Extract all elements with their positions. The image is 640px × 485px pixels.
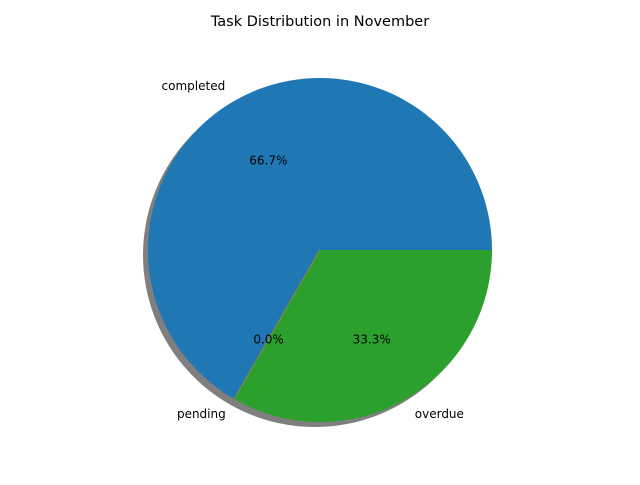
- category-label-completed: completed: [162, 79, 226, 93]
- pie-labels: completed 66.7% pending 0.0% overdue 33.3%: [162, 79, 464, 421]
- percent-label-pending: 0.0%: [253, 332, 284, 346]
- category-label-overdue: overdue: [415, 407, 464, 421]
- slice-overdue: [234, 250, 492, 423]
- chart-title: Task Distribution in November: [210, 14, 429, 30]
- category-label-pending: pending: [177, 407, 226, 421]
- pie-slices: [147, 77, 492, 423]
- slice-completed: [147, 77, 492, 400]
- percent-label-completed: 66.7%: [249, 154, 287, 168]
- percent-label-overdue: 33.3%: [353, 332, 391, 346]
